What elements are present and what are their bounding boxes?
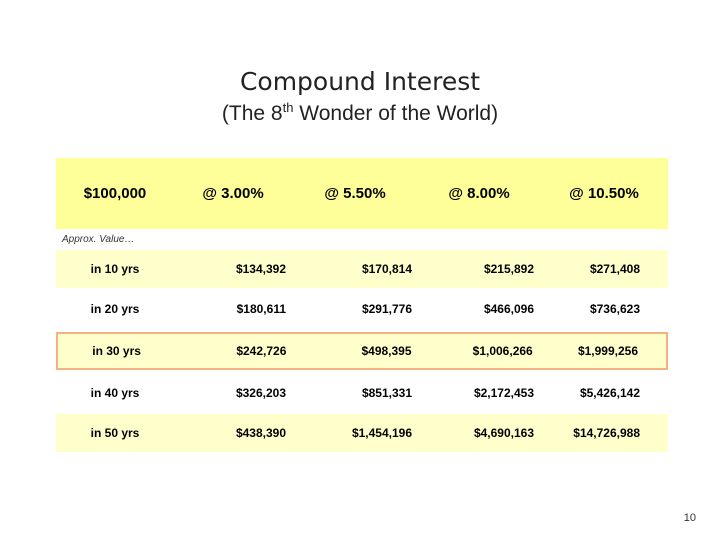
table-cell: $170,814 [361, 262, 412, 276]
table-cell: $4,690,163 [473, 426, 534, 440]
table-header-row: $100,000 @ 3.00% @ 5.50% @ 8.00% @ 10.50… [56, 158, 668, 229]
table-cell: $134,392 [235, 262, 286, 276]
table-cell: $1,999,256 [577, 344, 639, 358]
header-principal: $100,000 [83, 185, 147, 202]
table-cell: $851,331 [361, 386, 412, 400]
table-cell: $180,611 [236, 302, 286, 316]
compound-interest-table: $100,000 @ 3.00% @ 5.50% @ 8.00% @ 10.50… [56, 158, 668, 452]
row-label: in 40 yrs [90, 386, 140, 400]
header-rate-1: @ 3.00% [202, 185, 264, 202]
table-cell: $466,096 [483, 302, 534, 316]
table-cell: $271,408 [589, 262, 640, 276]
row-label: in 10 yrs [90, 262, 140, 276]
table-row: in 40 yrs $326,203 $851,331 $2,172,453 $… [56, 374, 668, 412]
table-cell: $438,390 [235, 426, 286, 440]
table-cell: $1,454,196 [351, 426, 412, 440]
table-cell: $498,395 [361, 344, 412, 358]
subtitle-prefix: (The 8 [221, 102, 283, 125]
table-row: in 50 yrs $438,390 $1,454,196 $4,690,163… [56, 414, 668, 452]
table-cell: $326,203 [235, 386, 286, 400]
table-cell: $14,726,988 [573, 426, 640, 440]
highlighted-table-row: in 30 yrs $242,726 $498,395 $1,006,266 $… [56, 332, 668, 370]
table-row: in 10 yrs $134,392 $170,814 $215,892 $27… [56, 250, 668, 288]
subtitle-superscript: th [282, 100, 294, 115]
table-cell: $242,726 [236, 344, 287, 358]
row-label: in 20 yrs [90, 302, 140, 316]
page-number: 10 [683, 512, 696, 524]
table-cell: $215,892 [483, 262, 534, 276]
subtitle-suffix: Wonder of the World) [293, 102, 499, 125]
table-row: in 20 yrs $180,611 $291,776 $466,096 $73… [56, 290, 668, 328]
table-cell: $5,426,142 [579, 386, 640, 400]
table-cell: $1,006,266 [472, 344, 533, 358]
slide-subtitle: (The 8th Wonder of the World) [0, 100, 720, 128]
table-cell: $291,776 [361, 302, 412, 316]
header-rate-4: @ 10.50% [569, 185, 639, 202]
table-cell: $2,172,453 [473, 386, 534, 400]
table-cell: $736,623 [589, 302, 640, 316]
approx-value-label: Approx. Value… [62, 234, 135, 245]
approx-value-row: Approx. Value… [56, 229, 668, 250]
row-label: in 30 yrs [92, 344, 141, 358]
header-rate-3: @ 8.00% [448, 185, 510, 202]
header-rate-2: @ 5.50% [324, 185, 386, 202]
row-label: in 50 yrs [90, 426, 140, 440]
slide-title: Compound Interest [239, 67, 481, 96]
